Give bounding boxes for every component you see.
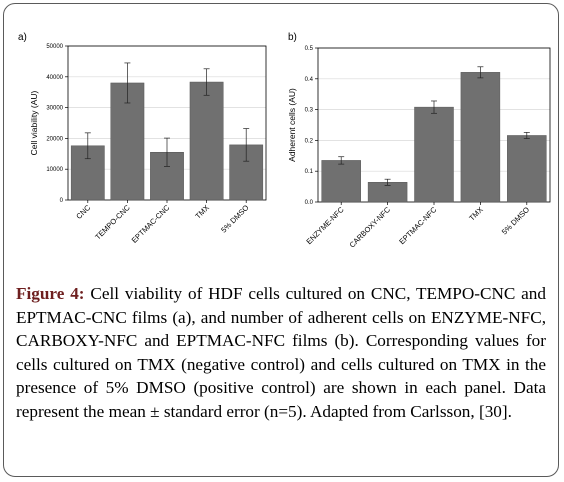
chart-b-y-tick-label: 0.1 bbox=[305, 169, 314, 175]
chart-b-bar bbox=[321, 160, 361, 203]
chart-b-y-tick-label: 0.0 bbox=[305, 200, 314, 206]
chart-b-category-label: EPTMAC-NFC bbox=[397, 205, 439, 247]
chart-b: b) 0.0 0.1 0.2 0.3 0.4 0.5 ENZYME-NFC CARBOXY-NF… bbox=[287, 32, 551, 250]
chart-a-y-tick-label: 10000 bbox=[46, 167, 63, 173]
chart-b-y-tick-label: 0.4 bbox=[305, 77, 314, 83]
chart-a-y-tick-label: 20000 bbox=[46, 136, 63, 142]
chart-b-bar bbox=[414, 106, 454, 203]
chart-b-y-tick-label: 0.2 bbox=[305, 138, 314, 144]
chart-b-y-tick-label: 0.3 bbox=[305, 108, 314, 114]
caption-text: Cell viability of HDF cells cultured on … bbox=[16, 284, 546, 421]
chart-a-category-label: CNC bbox=[74, 203, 92, 221]
chart-a-y-tick-label: 50000 bbox=[46, 44, 63, 50]
chart-a-category-label: TEMPO-CNC bbox=[93, 203, 132, 242]
chart-a-bar bbox=[189, 81, 224, 201]
chart-b-category-label: TMX bbox=[467, 205, 485, 223]
chart-b-category-label: 5% DMSO bbox=[500, 205, 532, 237]
chart-b-y-axis-title: Adherent cells (AU) bbox=[287, 88, 297, 162]
chart-a-panel-label: a) bbox=[18, 32, 27, 43]
chart-a-category-label: 5% DMSO bbox=[219, 203, 251, 235]
chart-a-y-tick-label: 40000 bbox=[46, 75, 63, 81]
chart-a: a) 0 10000 20000 30000 40000 50000 CNC TEMPO-CNC… bbox=[18, 32, 267, 245]
chart-a-category-label: TMX bbox=[193, 203, 211, 221]
chart-b-bar bbox=[507, 135, 547, 203]
chart-a-y-tick-label: 0 bbox=[60, 198, 64, 204]
chart-a-y-axis-title: Cell viability (AU) bbox=[29, 90, 39, 155]
caption-label: Figure 4: bbox=[16, 284, 85, 303]
figure-caption: Figure 4: Cell viability of HDF cells cu… bbox=[16, 282, 546, 423]
chart-a-category-label: EPTMAC-CNC bbox=[130, 203, 172, 245]
chart-a-y-tick-label: 30000 bbox=[46, 106, 63, 112]
chart-b-category-label: CARBOXY-NFC bbox=[348, 205, 393, 250]
chart-b-panel-label: b) bbox=[288, 32, 297, 43]
chart-b-category-label: ENZYME-NFC bbox=[304, 205, 346, 247]
chart-b-bar bbox=[460, 72, 501, 203]
chart-b-y-tick-label: 0.5 bbox=[305, 46, 314, 52]
